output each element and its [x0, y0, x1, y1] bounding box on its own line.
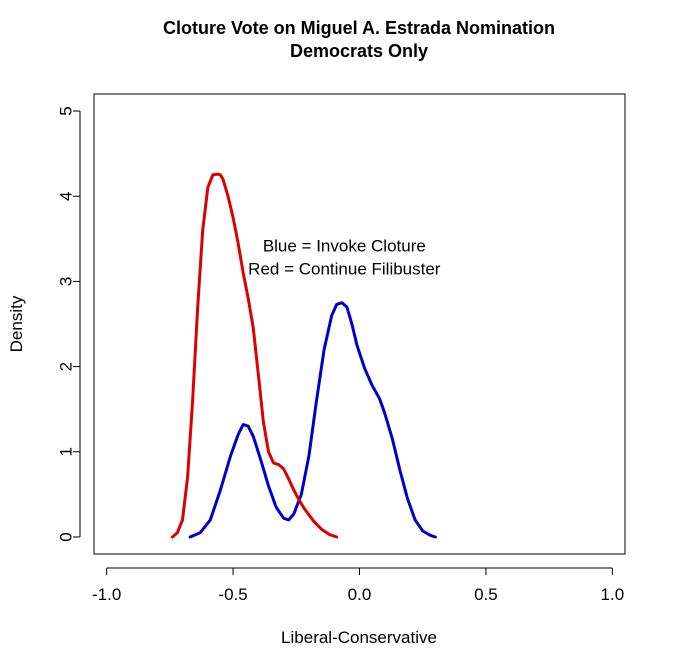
y-axis: 0 1 2 3 4 5	[56, 106, 81, 542]
annotation-blue-invoke-cloture: Blue = Invoke Cloture	[263, 237, 426, 256]
plot-frame	[93, 93, 626, 555]
x-tick-label: 0.5	[474, 585, 498, 604]
y-tick-label: 2	[56, 362, 75, 371]
x-tick-label: 0.0	[348, 585, 372, 604]
x-tick-label: 1.0	[601, 585, 625, 604]
chart-title: Cloture Vote on Miguel A. Estrada Nomina…	[163, 18, 555, 38]
series-layer	[170, 172, 437, 539]
y-axis-label: Density	[7, 295, 26, 352]
x-axis-label: Liberal-Conservative	[281, 628, 437, 647]
x-axis: -1.0 -0.5 0.0 0.5 1.0	[92, 567, 625, 604]
continue-filibuster-density-line	[170, 172, 339, 539]
invoke-cloture-density-line	[188, 301, 437, 539]
y-tick-label: 0	[56, 532, 75, 541]
y-tick-label: 5	[56, 106, 75, 115]
x-tick-label: -1.0	[92, 585, 121, 604]
y-tick-label: 4	[56, 191, 75, 200]
y-tick-label: 1	[56, 447, 75, 456]
y-tick-label: 3	[56, 277, 75, 286]
annotation-red-continue-filibuster: Red = Continue Filibuster	[248, 260, 441, 279]
chart-subtitle: Democrats Only	[290, 41, 428, 61]
x-tick-label: -0.5	[218, 585, 247, 604]
